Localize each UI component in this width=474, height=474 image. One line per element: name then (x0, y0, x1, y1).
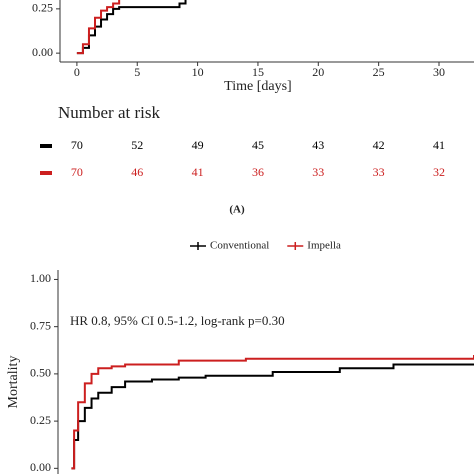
risk-count: 70 (71, 138, 83, 152)
km-curve (76, 0, 187, 55)
risk-count: 52 (131, 138, 143, 152)
x-tick-label: 25 (373, 65, 385, 79)
panel-label: (A) (229, 204, 245, 216)
x-tick-label: 20 (312, 65, 324, 79)
y-tick-label: 0.00 (30, 460, 51, 474)
y-tick-label: 0.00 (32, 45, 53, 59)
y-tick-label: 1.00 (30, 271, 51, 285)
km-curve (76, 0, 121, 55)
risk-count: 46 (131, 165, 143, 179)
x-tick-label: 0 (74, 65, 80, 79)
risk-count: 42 (373, 138, 385, 152)
x-tick-label: 5 (134, 65, 140, 79)
annotation: HR 0.8, 95% CI 0.5-1.2, log-rank p=0.30 (70, 313, 285, 328)
top-plot (76, 0, 187, 55)
y-tick-label: 0.25 (30, 413, 51, 427)
x-axis-label: Time [days] (224, 79, 292, 94)
risk-count: 36 (252, 165, 264, 179)
risk-count: 33 (373, 165, 385, 179)
risk-count: 41 (433, 138, 445, 152)
risk-table-title: Number at risk (58, 103, 160, 122)
legend-label: Conventional (210, 240, 269, 252)
bottom-plot (71, 355, 474, 470)
x-tick-label: 10 (192, 65, 204, 79)
risk-count: 41 (192, 165, 204, 179)
risk-count: 45 (252, 138, 264, 152)
y-tick-label: 0.50 (30, 366, 51, 380)
risk-count: 32 (433, 165, 445, 179)
risk-count: 43 (312, 138, 324, 152)
x-tick-label: 15 (252, 65, 264, 79)
risk-count: 70 (71, 165, 83, 179)
y-tick-label: 0.75 (30, 318, 51, 332)
x-tick-label: 30 (433, 65, 445, 79)
km-curve (71, 355, 474, 470)
y-axis-label: Mortality (6, 356, 21, 409)
km-curve (71, 363, 474, 470)
risk-count: 49 (192, 138, 204, 152)
legend-label: Impella (307, 240, 341, 252)
y-tick-label: 0.25 (32, 1, 53, 15)
risk-count: 33 (312, 165, 324, 179)
